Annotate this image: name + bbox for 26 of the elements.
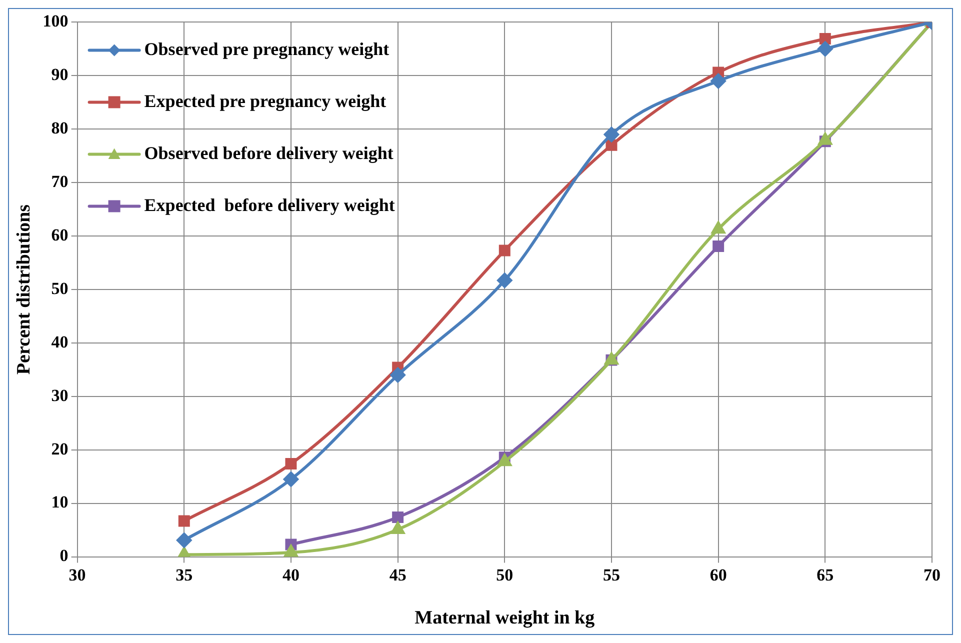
y-tick-label: 100 [42, 12, 68, 31]
y-tick-label: 90 [51, 65, 68, 84]
x-tick-label: 40 [282, 565, 300, 584]
legend-label: Observed before delivery weight [144, 142, 394, 163]
legend-label: Observed pre pregnancy weight [144, 38, 390, 59]
y-tick-label: 10 [51, 492, 68, 512]
y-tick-label: 50 [51, 278, 68, 298]
x-tick-label: 35 [176, 565, 193, 584]
y-tick-label: 80 [51, 118, 68, 138]
x-tick-label: 60 [710, 565, 727, 584]
x-axis-title: Maternal weight in kg [414, 608, 596, 629]
y-axis-title: Percent distributions [13, 204, 34, 375]
x-tick-label: 30 [68, 565, 86, 584]
y-tick-label: 20 [51, 439, 68, 458]
legend-label: Expected pre pregnancy weight [144, 90, 386, 111]
y-tick-label: 0 [60, 546, 68, 566]
y-tick-label: 60 [51, 225, 68, 244]
legend-label: Expected before delivery weight [144, 194, 395, 215]
y-tick-label: 30 [51, 386, 68, 405]
x-tick-label: 70 [924, 565, 940, 584]
x-tick-label: 55 [602, 565, 620, 584]
y-tick-label: 70 [51, 172, 68, 191]
y-tick-label: 40 [51, 332, 68, 352]
x-tick-label: 45 [389, 565, 406, 584]
x-tick-label: 65 [816, 565, 834, 584]
x-tick-label: 50 [496, 565, 514, 584]
